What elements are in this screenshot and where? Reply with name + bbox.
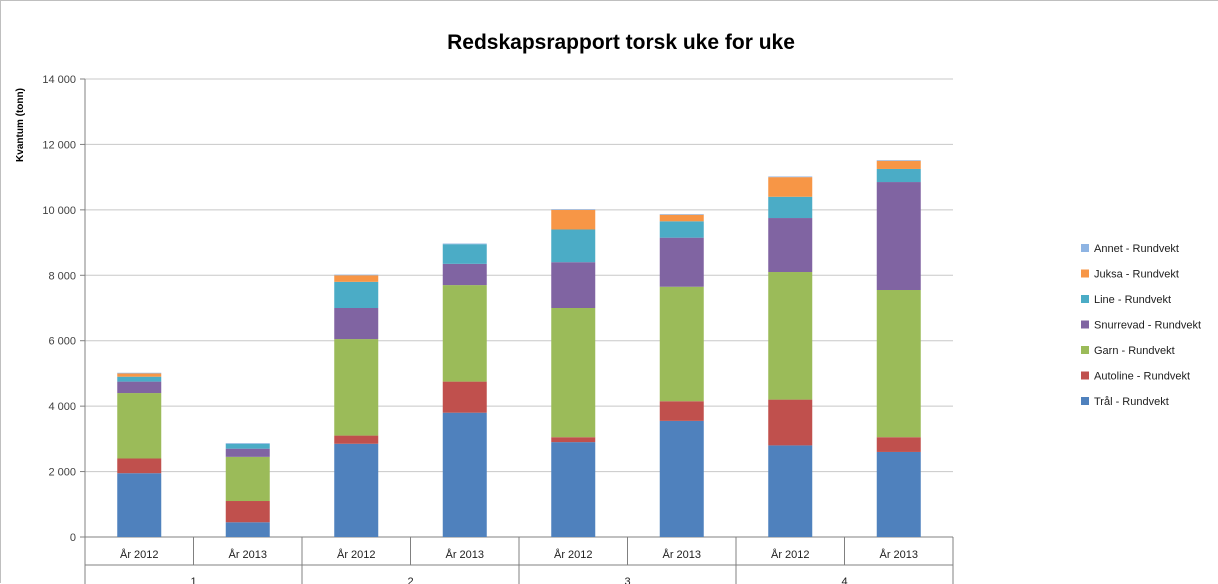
bar-segment xyxy=(876,168,921,183)
legend-label: Juksa - Rundvekt xyxy=(1094,269,1179,281)
x-category-label: År 2012 xyxy=(554,548,593,561)
y-tick-label: 2 000 xyxy=(48,467,76,479)
y-tick-label: 8 000 xyxy=(48,270,76,282)
y-tick-label: 4 000 xyxy=(48,401,76,413)
x-group-label: 4 xyxy=(841,576,847,584)
bar-segment xyxy=(117,458,162,474)
bar-segment xyxy=(551,308,596,438)
bar-segment xyxy=(442,412,487,537)
x-category-label: År 2012 xyxy=(337,548,376,561)
bar-segment xyxy=(442,244,487,264)
chart-title: Redskapsrapport torsk uke for uke xyxy=(447,31,795,54)
x-category-label: År 2013 xyxy=(445,548,484,561)
legend-label: Autoline - Rundvekt xyxy=(1094,371,1190,383)
bar-segment xyxy=(876,160,921,169)
bar-segment xyxy=(768,218,813,273)
bar-segment xyxy=(551,209,596,230)
bar-segment xyxy=(659,401,704,421)
bar-segment xyxy=(768,399,813,446)
bar-segment xyxy=(768,196,813,219)
bar-segment xyxy=(117,373,162,377)
bar-segment xyxy=(551,209,596,210)
bar-segment xyxy=(876,160,921,161)
x-category-label: År 2012 xyxy=(120,548,159,561)
bar-segment xyxy=(768,177,813,197)
x-category-label: År 2013 xyxy=(879,548,918,561)
bar-segment xyxy=(334,339,379,436)
legend-label: Garn - Rundvekt xyxy=(1094,345,1175,357)
x-group-label: 2 xyxy=(407,576,413,584)
bars xyxy=(117,160,921,537)
legend-swatch xyxy=(1081,269,1089,278)
legend-swatch xyxy=(1081,346,1089,354)
bar-segment xyxy=(334,275,379,282)
y-tick-label: 14 000 xyxy=(42,74,76,86)
bar-segment xyxy=(117,376,162,382)
bar-segment xyxy=(876,182,921,291)
bar-segment xyxy=(442,263,487,286)
bar-segment xyxy=(659,237,704,287)
legend-label: Snurrevad - Rundvekt xyxy=(1094,320,1201,332)
bar-segment xyxy=(659,221,704,238)
x-category-label: År 2012 xyxy=(771,548,810,561)
bar-segment xyxy=(225,443,270,449)
bar-segment xyxy=(551,262,596,308)
bar-segment xyxy=(117,393,162,459)
legend-swatch xyxy=(1081,371,1089,380)
bar-segment xyxy=(225,456,270,502)
bar-segment xyxy=(442,285,487,382)
legend: Annet - Rundvekt Juksa - Rundvekt Line - R… xyxy=(1081,243,1201,408)
bar-segment xyxy=(876,451,921,537)
bar-segment xyxy=(117,381,162,394)
x-category-label: År 2013 xyxy=(228,548,267,561)
x-group-label: 1 xyxy=(190,576,196,584)
bar-segment xyxy=(334,443,379,537)
legend-label: Trål - Rundvekt xyxy=(1094,396,1169,408)
legend-swatch xyxy=(1081,320,1089,329)
bar-segment xyxy=(876,290,921,438)
y-tick-label: 0 xyxy=(70,532,76,544)
bar-segment xyxy=(334,435,379,444)
bar-segment xyxy=(659,286,704,402)
legend-swatch xyxy=(1081,295,1089,303)
bar-segment xyxy=(551,442,596,537)
gridlines: 0 2 000 4 000 6 000 8 000 10 000 12 000 14 000 xyxy=(42,74,953,544)
bar-segment xyxy=(876,437,921,452)
bar-segment xyxy=(551,229,596,263)
bar-segment xyxy=(659,214,704,222)
x-axis-labels: År 2012 År 2013 År 2012 År 2013 År 2012 År 20… xyxy=(84,537,954,584)
legend-swatch xyxy=(1081,397,1089,405)
bar-segment xyxy=(225,448,270,457)
bar-segment xyxy=(768,176,813,178)
bar-segment xyxy=(225,443,270,444)
x-group-label: 3 xyxy=(624,576,630,584)
bar-segment xyxy=(117,473,162,537)
bar-segment xyxy=(334,274,379,276)
bar-segment xyxy=(334,308,379,340)
x-category-label: År 2013 xyxy=(662,548,701,561)
y-tick-label: 6 000 xyxy=(48,336,76,348)
bar-segment xyxy=(442,243,487,245)
legend-label: Line - Rundvekt xyxy=(1094,294,1171,306)
bar-segment xyxy=(442,381,487,413)
y-tick-label: 10 000 xyxy=(42,205,76,217)
bar-segment xyxy=(225,501,270,523)
bar-segment xyxy=(659,420,704,537)
bar-segment xyxy=(117,372,162,374)
y-tick-label: 12 000 xyxy=(42,139,76,151)
bar-segment xyxy=(768,445,813,537)
axes xyxy=(84,79,953,538)
bar-segment xyxy=(334,281,379,308)
bar-segment xyxy=(225,522,270,537)
bar-segment xyxy=(551,437,596,443)
legend-swatch xyxy=(1081,244,1089,252)
bar-segment xyxy=(768,272,813,400)
y-axis-label: Kvantum (tonn) xyxy=(15,88,26,162)
legend-label: Annet - Rundvekt xyxy=(1094,243,1179,255)
bar-segment xyxy=(659,214,704,215)
